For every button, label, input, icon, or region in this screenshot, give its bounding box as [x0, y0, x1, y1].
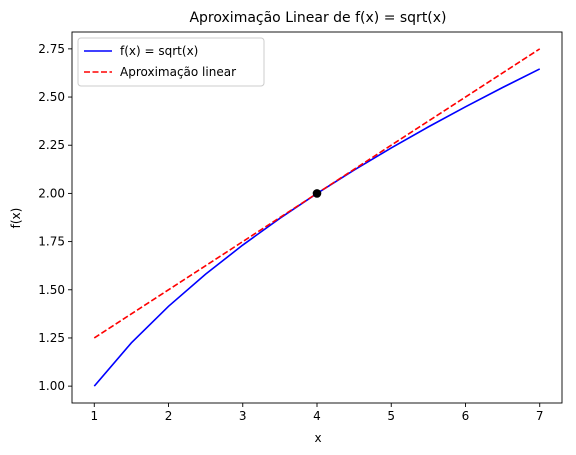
y-tick-label: 1.75: [38, 235, 65, 249]
x-tick-label: 2: [165, 409, 173, 423]
y-tick-label: 2.25: [38, 138, 65, 152]
x-tick-label: 4: [313, 409, 321, 423]
legend: f(x) = sqrt(x) Aproximação linear: [77, 37, 265, 87]
y-tick-label: 1.50: [38, 283, 65, 297]
x-tick-label: 3: [239, 409, 247, 423]
y-tick-label: 2.75: [38, 42, 65, 56]
legend-box: [77, 37, 265, 87]
axes: 1 2 3 4 5 6 7 1.00 1.25 1.50 1.75 2.00 2.25 2.50 2.75: [38, 31, 563, 423]
x-tick-label: 7: [536, 409, 544, 423]
plot-area: [93, 48, 541, 387]
y-axis-label: f(x): [9, 208, 23, 229]
chart-title: Aproximação Linear de f(x) = sqrt(x): [189, 10, 446, 26]
y-tick-label: 1.25: [38, 331, 65, 345]
y-tick-label: 2.50: [38, 90, 65, 104]
y-tick-label: 1.00: [38, 379, 65, 393]
x-tick-label: 5: [387, 409, 395, 423]
legend-label-1: Aproximação linear: [120, 65, 236, 79]
tangent-point-0: [312, 189, 322, 198]
x-axis-label: x: [314, 431, 321, 445]
x-tick-label: 1: [90, 409, 98, 423]
x-tick-label: 6: [462, 409, 470, 423]
y-tick-label: 2.00: [38, 186, 65, 200]
legend-label-0: f(x) = sqrt(x): [120, 44, 198, 58]
